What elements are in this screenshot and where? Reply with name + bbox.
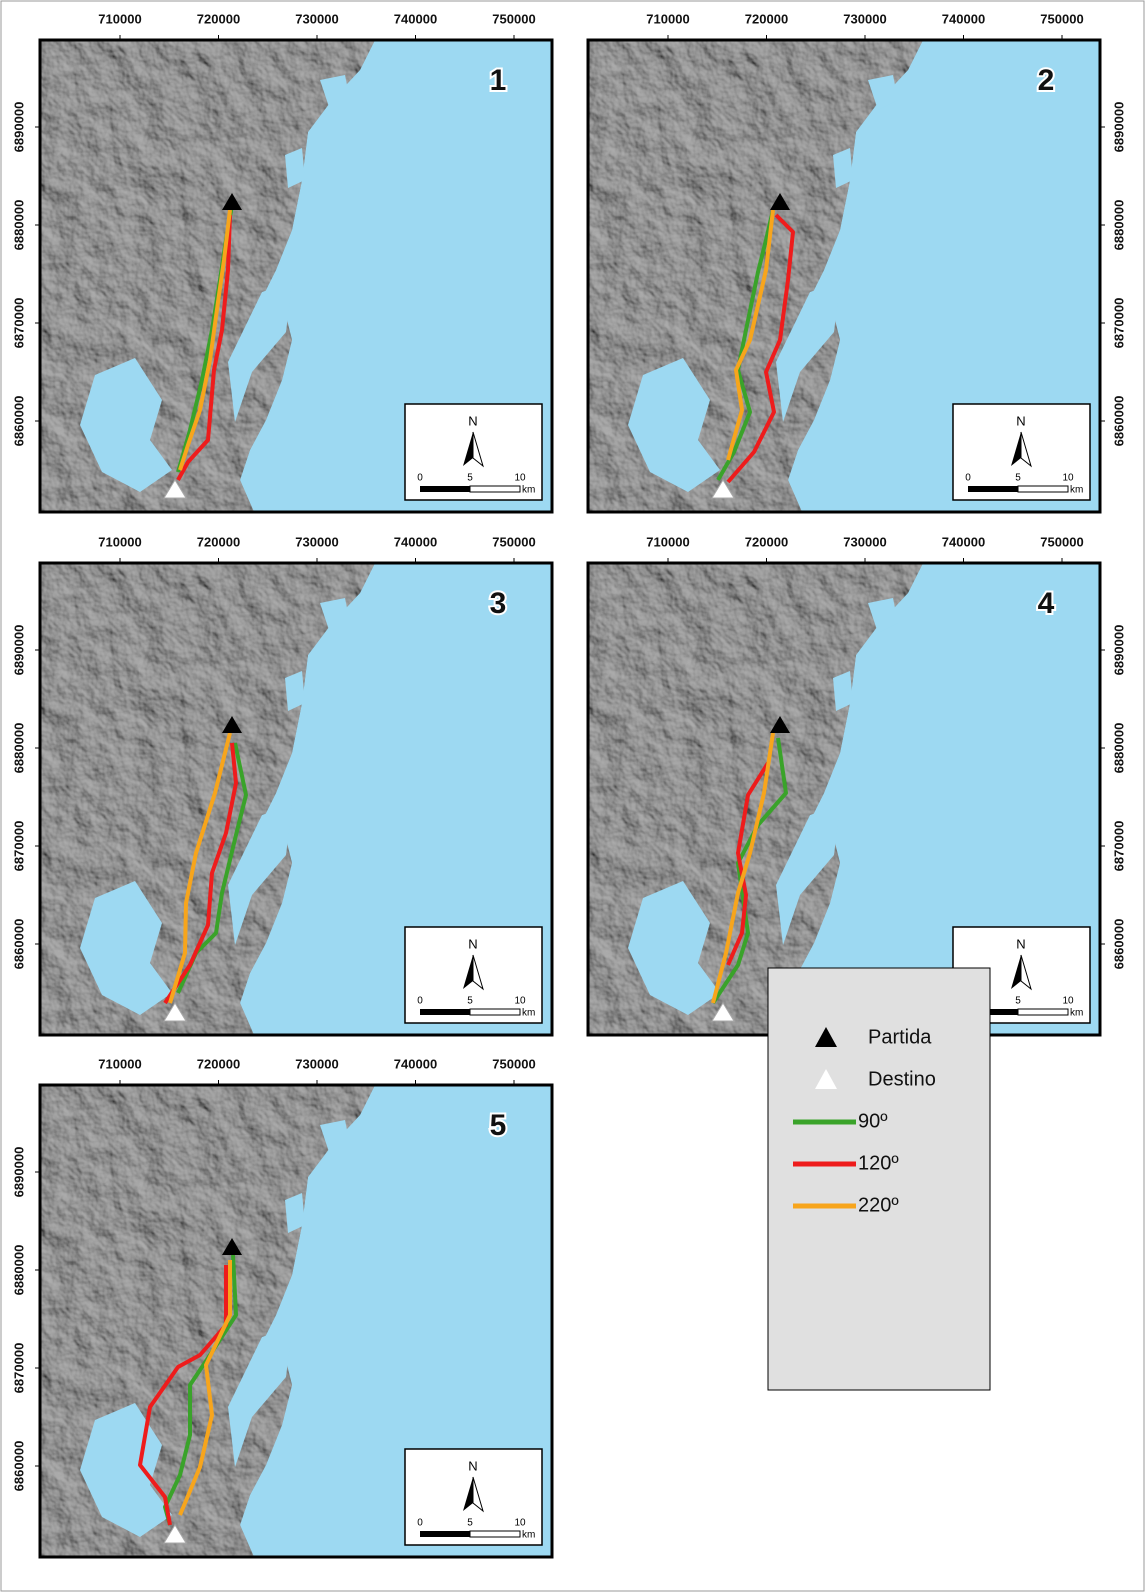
north-label: N (468, 936, 477, 951)
x-tick-label: 750000 (492, 534, 535, 549)
scale-label: 5 (467, 996, 473, 1007)
legend: Partida Destino 90º 120º 220º (768, 968, 990, 1390)
scale-unit: km (522, 485, 535, 496)
scale-label: 0 (417, 473, 423, 484)
x-tick-label: 750000 (492, 11, 535, 26)
scale-bar (420, 1531, 470, 1537)
scale-bar (470, 1531, 520, 1537)
y-tick-label: 6890000 (1111, 625, 1126, 676)
scale-label: 0 (417, 1518, 423, 1529)
panel-number: 1 (490, 64, 507, 97)
y-tick-label: 6880000 (11, 200, 26, 251)
scale-label: 0 (417, 996, 423, 1007)
legend-label: 220º (858, 1194, 899, 1216)
y-tick-label: 6880000 (11, 1245, 26, 1296)
x-tick-label: 740000 (394, 11, 437, 26)
x-tick-label: 720000 (745, 11, 788, 26)
x-tick-label: 730000 (295, 534, 338, 549)
x-tick-label: 750000 (492, 1056, 535, 1071)
scale-unit: km (1070, 485, 1083, 496)
y-tick-label: 6890000 (11, 1147, 26, 1198)
map-panel: 5 710000 720000 730000 740000 750000 6860000 68… (11, 1056, 552, 1557)
x-tick-label: 740000 (942, 11, 985, 26)
scale-label: 5 (467, 1518, 473, 1529)
x-tick-label: 730000 (295, 11, 338, 26)
panel-number: 4 (1038, 587, 1055, 620)
map-panel: 2 710000 720000 730000 740000 750000 6860000 68… (588, 11, 1126, 512)
y-tick-label: 6860000 (1111, 919, 1126, 970)
y-tick-label: 6870000 (11, 298, 26, 349)
y-tick-label: 6870000 (11, 1343, 26, 1394)
scale-label: 5 (467, 473, 473, 484)
x-tick-label: 730000 (295, 1056, 338, 1071)
scale-bar (968, 486, 1018, 492)
map-panel: 1 710000 720000 730000 740000 750000 6860000 68… (11, 11, 552, 512)
x-tick-label: 740000 (942, 534, 985, 549)
scale-bar (420, 486, 470, 492)
x-tick-label: 710000 (646, 11, 689, 26)
y-tick-label: 6870000 (1111, 821, 1126, 872)
x-tick-label: 720000 (197, 534, 240, 549)
scale-unit: km (1070, 1008, 1083, 1019)
x-tick-label: 720000 (745, 534, 788, 549)
scale-label: 10 (514, 1518, 526, 1529)
y-tick-label: 6890000 (11, 625, 26, 676)
y-tick-label: 6880000 (1111, 200, 1126, 251)
legend-label: Destino (868, 1068, 936, 1090)
scale-label: 0 (965, 473, 971, 484)
x-tick-label: 730000 (843, 534, 886, 549)
scale-label: 10 (514, 473, 526, 484)
y-tick-label: 6890000 (1111, 102, 1126, 153)
y-tick-label: 6860000 (11, 919, 26, 970)
north-label: N (468, 413, 477, 428)
scale-bar (470, 1009, 520, 1015)
north-label: N (1016, 413, 1025, 428)
y-tick-label: 6870000 (11, 821, 26, 872)
x-tick-label: 720000 (197, 11, 240, 26)
legend-label: 120º (858, 1152, 899, 1174)
x-tick-label: 730000 (843, 11, 886, 26)
legend-label: Partida (868, 1026, 932, 1048)
panel-number: 2 (1038, 64, 1055, 97)
scale-label: 10 (514, 996, 526, 1007)
map-panel: 3 710000 720000 730000 740000 750000 6860000 68… (11, 534, 552, 1035)
legend-label: 90º (858, 1110, 888, 1132)
y-tick-label: 6890000 (11, 102, 26, 153)
x-tick-label: 710000 (98, 534, 141, 549)
panel-number: 3 (490, 587, 507, 620)
scale-bar (420, 1009, 470, 1015)
figure: 1 710000 720000 730000 740000 750000 6860000 68… (0, 0, 1145, 1592)
scale-bar (1018, 1009, 1068, 1015)
scale-label: 10 (1062, 996, 1074, 1007)
scale-box: N 0 5 10km (405, 1449, 542, 1545)
x-tick-label: 750000 (1040, 534, 1083, 549)
map-panel: 4 710000 720000 730000 740000 750000 6860000 68… (588, 534, 1126, 1035)
y-tick-label: 6860000 (1111, 396, 1126, 447)
y-tick-label: 6860000 (11, 1441, 26, 1492)
scale-label: 5 (1015, 996, 1021, 1007)
x-tick-label: 740000 (394, 534, 437, 549)
scale-label: 10 (1062, 473, 1074, 484)
north-label: N (1016, 936, 1025, 951)
y-tick-label: 6860000 (11, 396, 26, 447)
scale-bar (1018, 486, 1068, 492)
y-tick-label: 6870000 (1111, 298, 1126, 349)
scale-unit: km (522, 1008, 535, 1019)
x-tick-label: 740000 (394, 1056, 437, 1071)
x-tick-label: 750000 (1040, 11, 1083, 26)
x-tick-label: 710000 (98, 11, 141, 26)
panel-number: 5 (490, 1109, 507, 1142)
x-tick-label: 710000 (98, 1056, 141, 1071)
y-tick-label: 6880000 (11, 723, 26, 774)
x-tick-label: 710000 (646, 534, 689, 549)
scale-label: 5 (1015, 473, 1021, 484)
y-tick-label: 6880000 (1111, 723, 1126, 774)
scale-unit: km (522, 1530, 535, 1541)
north-label: N (468, 1458, 477, 1473)
x-tick-label: 720000 (197, 1056, 240, 1071)
scale-bar (470, 486, 520, 492)
